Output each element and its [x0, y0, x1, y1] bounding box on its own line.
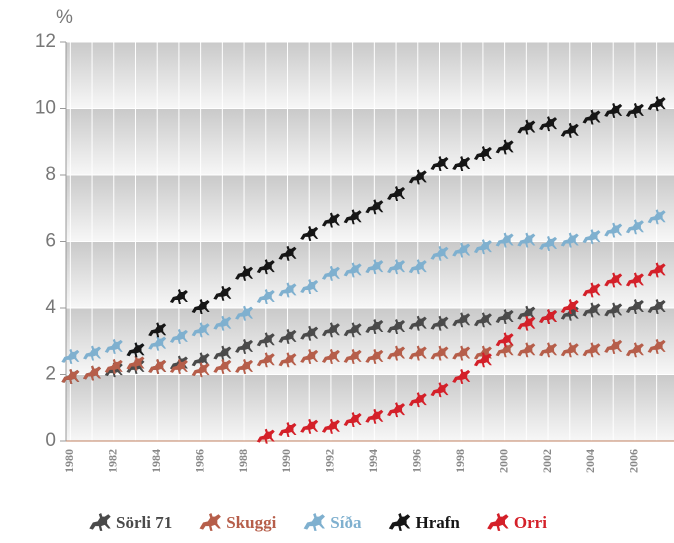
y-tick-label: 8	[45, 164, 56, 185]
legend-marker	[200, 513, 221, 531]
x-tick-label: 1988	[236, 449, 250, 473]
legend-marker	[487, 513, 508, 531]
x-tick-label: 2000	[496, 449, 510, 473]
x-tick-label: 1998	[453, 449, 467, 473]
x-tick-label: 1984	[149, 449, 163, 473]
legend-label: Orri	[514, 513, 547, 532]
x-tick-label: 1996	[410, 449, 424, 473]
x-tick-label: 1994	[366, 449, 380, 473]
legend-marker	[89, 513, 110, 531]
legend-marker	[304, 513, 325, 531]
x-tick-label: 1980	[62, 449, 76, 473]
y-tick-label: 12	[35, 31, 56, 52]
x-tick-label: 1990	[279, 449, 293, 473]
y-tick-label: 4	[45, 297, 56, 318]
y-tick-label: 2	[45, 364, 56, 385]
x-tick-label: 1982	[106, 449, 120, 473]
y-tick-label: 10	[35, 98, 56, 119]
legend-label: Skuggi	[226, 513, 276, 532]
legend-label: Hrafn	[415, 513, 460, 532]
y-axis-label: %	[56, 7, 73, 28]
x-tick-label: 2006	[627, 449, 641, 473]
chart: % 0 2 4 6 8 10 12 1980 1982 1984 1986 1988 1990 1992 1…	[0, 0, 674, 538]
x-tick-label: 1986	[192, 449, 206, 473]
legend-label: Sörli 71	[116, 513, 172, 532]
legend-label: Síða	[330, 513, 362, 532]
y-tick-label: 0	[45, 430, 56, 451]
legend-marker	[389, 513, 410, 531]
x-tick-label: 2004	[583, 449, 597, 473]
x-tick-label: 2002	[540, 449, 554, 473]
y-tick-label: 6	[45, 231, 56, 252]
x-tick-label: 1992	[323, 449, 337, 473]
